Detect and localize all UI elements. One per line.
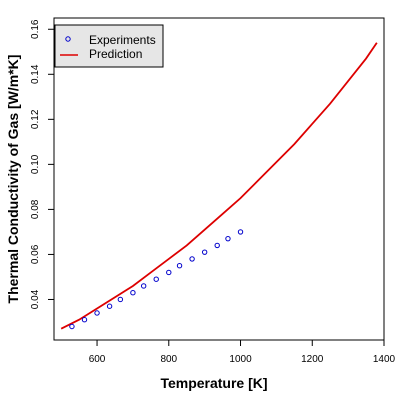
legend-prediction-label: Prediction [89,47,142,61]
x-axis-label: Temperature [K] [160,375,267,391]
x-tick-label: 1000 [229,354,252,365]
x-tick-label: 800 [160,354,177,365]
experiment-point [176,262,183,269]
y-tick-label: 0.12 [30,109,41,129]
y-tick-label: 0.16 [30,19,41,39]
y-tick-label: 0.14 [30,64,41,84]
experiment-point [166,269,172,276]
experiment-point [214,242,220,249]
legend-box [54,24,164,68]
x-tick-label: 600 [89,354,106,365]
experiment-point [225,235,231,242]
y-tick-label: 0.04 [30,289,41,309]
experiment-point [117,296,124,303]
y-axis-label: Thermal Conductivity of Gas [W/m*K] [5,55,21,304]
experiment-point [94,310,100,316]
x-tick-label: 1400 [373,354,396,365]
experiment-point [130,290,136,296]
prediction-line [60,42,378,330]
experiment-point [237,229,244,235]
x-tick-label: 1200 [301,354,324,365]
experiment-point [140,283,147,289]
experiment-point [201,249,208,255]
y-tick-label: 0.08 [30,199,41,219]
legend-experiments-marker [65,36,71,42]
y-tick-label: 0.10 [30,154,41,174]
series-layer [60,42,378,330]
y-tick-label: 0.06 [30,244,41,264]
experiment-point [153,276,159,282]
x-axis: 600 800 1000 1200 1400 [89,339,396,365]
legend-experiments-label: Experiments [89,33,156,47]
experiment-point [106,303,113,309]
legend: Experiments Prediction [54,24,164,68]
experiment-point [69,323,75,330]
experiment-point [189,256,195,262]
y-axis: 0.04 0.06 0.08 0.10 0.12 0.14 0.16 [30,19,55,309]
experiment-point [81,317,88,323]
